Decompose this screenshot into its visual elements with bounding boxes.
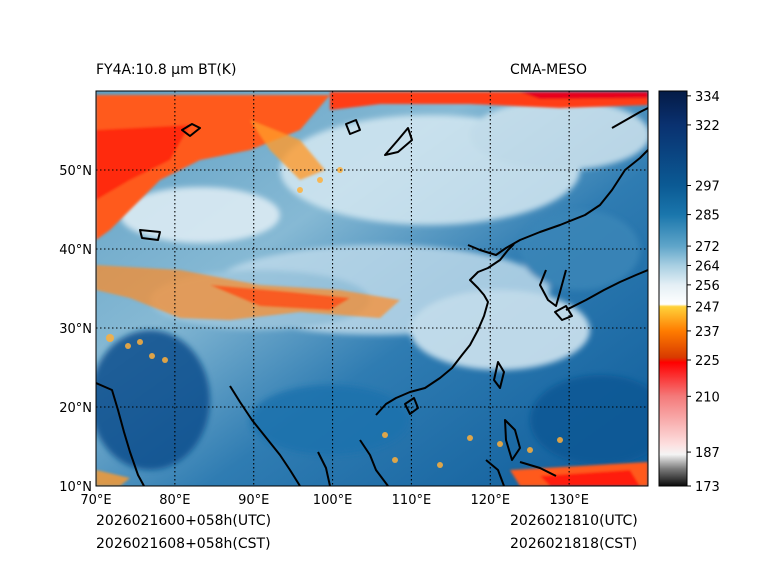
lon-tick-label: 110°E	[392, 493, 432, 508]
init-time-cst: 2026021608+058h(CST)	[96, 536, 271, 552]
colorbar-tick-label: 210	[695, 390, 720, 405]
model-name: CMA-MESO	[510, 62, 588, 78]
lat-tick-label: 40°N	[59, 243, 92, 258]
map-frame	[95, 90, 649, 487]
lon-tick-label: 70°E	[80, 493, 111, 508]
lat-tick-label: 10°N	[59, 480, 92, 495]
lat-tick-label: 30°N	[59, 322, 92, 337]
lon-tick-label: 90°E	[238, 493, 269, 508]
map-gridlines	[96, 91, 648, 486]
satellite-image	[96, 91, 648, 486]
lat-tick-label: 20°N	[59, 401, 92, 416]
lon-tick-label: 100°E	[313, 493, 353, 508]
colorbar	[659, 91, 687, 486]
colorbar-tick-label: 225	[695, 354, 720, 369]
product-title: FY4A:10.8 µm BT(K)	[96, 62, 237, 78]
colorbar-tick-label: 187	[695, 446, 720, 461]
colorbar-tick-label: 256	[695, 279, 720, 294]
valid-time-cst: 2026021818(CST)	[510, 536, 638, 552]
lon-tick-label: 80°E	[159, 493, 190, 508]
colorbar-tick-label: 237	[695, 325, 720, 340]
colorbar-tick-label: 173	[695, 480, 720, 495]
colorbar-tick-label: 334	[695, 90, 720, 105]
colorbar-tick-label: 264	[695, 259, 720, 274]
longitude-labels: 70°E 80°E 90°E 100°E 110°E 120°E 130°E	[80, 493, 589, 508]
colorbar-tick-label: 322	[695, 119, 720, 134]
colorbar-ticks: 334 322 297 285 272 264 256 247 237 225 210 187 173	[687, 90, 720, 495]
latitude-labels: 10°N 20°N 30°N 40°N 50°N	[59, 164, 92, 495]
init-time-utc: 2026021600+058h(UTC)	[96, 513, 272, 529]
colorbar-tick-label: 297	[695, 180, 720, 195]
colorbar-frame	[658, 90, 688, 487]
colorbar-tick-label: 272	[695, 240, 720, 255]
valid-time-utc: 2026021810(UTC)	[510, 513, 638, 529]
colorbar-tick-label: 247	[695, 301, 720, 316]
lon-tick-label: 130°E	[549, 493, 589, 508]
colorbar-tick-label: 285	[695, 209, 720, 224]
lon-tick-label: 120°E	[471, 493, 511, 508]
lat-tick-label: 50°N	[59, 164, 92, 179]
coastlines	[96, 107, 648, 486]
